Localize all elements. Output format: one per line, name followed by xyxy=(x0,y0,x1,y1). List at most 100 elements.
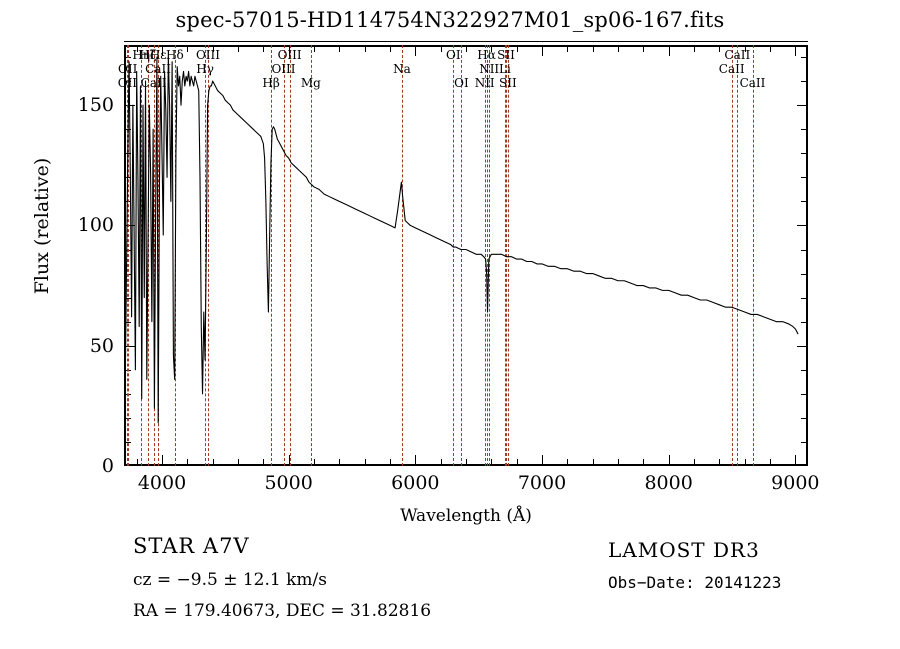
spectral-line-label: OIII xyxy=(271,62,296,76)
spectral-line-marker xyxy=(489,45,491,466)
spectral-line-marker xyxy=(271,45,273,466)
spectral-line-marker xyxy=(310,45,313,466)
x-minor-tick-top xyxy=(491,45,493,52)
spectral-line-label: NII xyxy=(474,76,495,90)
x-minor-tick xyxy=(187,459,189,466)
y-minor-tick-right xyxy=(801,441,808,443)
x-minor-tick xyxy=(212,459,214,466)
y-minor-tick-right xyxy=(801,57,808,58)
x-minor-tick xyxy=(592,459,594,466)
x-minor-tick-top xyxy=(314,45,315,52)
x-minor-tick xyxy=(694,459,695,466)
spectral-line-label: CaII xyxy=(145,62,172,76)
y-minor-tick-right xyxy=(801,321,808,323)
spectral-line-label: SII xyxy=(499,76,517,90)
x-minor-tick-top xyxy=(694,45,695,52)
spectral-line-marker xyxy=(484,45,487,466)
x-minor-tick-top xyxy=(136,45,138,52)
x-minor-tick xyxy=(744,459,746,466)
plot-area: OII OII CaII CaII Hη Hζ Hε Hδ Hγ OIII Hβ OIII OIII Mg… xyxy=(118,45,808,466)
spectral-line-label: OIII xyxy=(277,48,302,62)
x-major-tick-top xyxy=(162,45,163,56)
spectral-line-label: OI xyxy=(446,48,461,62)
spectral-line-label: Hε xyxy=(149,48,167,62)
x-minor-tick-top xyxy=(770,45,771,52)
spectrum-curve xyxy=(124,56,799,466)
x-minor-tick-top xyxy=(238,45,239,52)
spectral-line-marker xyxy=(486,45,489,466)
y-minor-tick-right xyxy=(801,153,808,155)
x-minor-tick xyxy=(491,459,493,466)
x-minor-tick-top xyxy=(719,45,721,52)
x-minor-tick xyxy=(238,459,239,466)
spectral-line-marker xyxy=(127,45,130,466)
x-minor-tick xyxy=(719,459,721,466)
x-major-tick-top xyxy=(668,45,670,56)
y-major-tick xyxy=(124,345,135,347)
spectral-line-marker xyxy=(506,45,508,466)
spectral-line-marker xyxy=(504,45,507,466)
spectral-line-label: CaII xyxy=(724,48,751,62)
x-axis-title: Wavelength (Å) xyxy=(400,506,532,526)
spectral-line-marker xyxy=(752,45,755,466)
x-minor-tick xyxy=(339,459,341,466)
x-major-tick xyxy=(415,455,417,466)
spectral-line-marker xyxy=(283,45,286,466)
x-minor-tick-top xyxy=(643,45,645,52)
y-major-tick-right xyxy=(797,105,808,107)
y-minor-tick-right xyxy=(801,201,808,203)
x-major-tick-top xyxy=(795,45,797,56)
y-tick-label: 50 xyxy=(89,334,114,357)
y-major-tick xyxy=(124,225,135,227)
y-tick-label: 0 xyxy=(101,455,114,477)
redshift-velocity: cz = −9.5 ± 12.1 km/s xyxy=(133,570,327,590)
x-minor-tick xyxy=(364,459,366,466)
x-minor-tick-top xyxy=(263,45,265,52)
y-minor-tick-right xyxy=(801,129,808,131)
spectral-line-label: OIII xyxy=(195,48,221,62)
spectral-line-label: SII xyxy=(497,48,515,62)
x-minor-tick xyxy=(314,459,315,466)
spectral-line-label: CaII xyxy=(739,76,766,90)
spectral-line-marker xyxy=(205,45,207,466)
y-minor-tick-right xyxy=(801,297,808,299)
spectral-line-marker xyxy=(208,45,210,466)
x-major-tick xyxy=(288,455,290,466)
spectral-line-label: Hγ xyxy=(196,62,214,76)
x-minor-tick-top xyxy=(592,45,594,52)
x-minor-tick-top xyxy=(187,45,189,52)
x-minor-tick xyxy=(516,459,518,466)
x-tick-label: 7000 xyxy=(517,472,567,494)
x-minor-tick-top xyxy=(440,45,442,52)
x-minor-tick-top xyxy=(618,45,619,52)
y-axis-title: Flux (relative) xyxy=(31,157,53,295)
y-minor-tick-right xyxy=(801,417,808,419)
figure-title: spec-57015-HD114754N322927M01_sp06-167.f… xyxy=(175,8,725,32)
x-major-tick-top xyxy=(542,45,543,56)
x-minor-tick-top xyxy=(364,45,366,52)
spectral-line-label: Na xyxy=(393,62,411,76)
spectral-line-marker xyxy=(731,45,734,466)
object-class-and-type: STAR A7V xyxy=(133,534,250,558)
x-minor-tick xyxy=(440,459,442,466)
x-minor-tick-top xyxy=(390,45,391,52)
spectral-line-marker xyxy=(453,45,455,466)
x-tick-label: 4000 xyxy=(137,472,187,494)
spectral-line-label: OII xyxy=(117,76,138,90)
spectral-line-marker xyxy=(289,45,292,466)
y-minor-tick-right xyxy=(801,249,808,251)
x-tick-label: 9000 xyxy=(771,472,820,494)
x-minor-tick xyxy=(136,459,138,466)
spectral-line-marker xyxy=(507,45,510,466)
x-major-tick xyxy=(795,455,797,466)
y-major-tick-right xyxy=(797,345,808,347)
y-minor-tick-right xyxy=(801,369,808,371)
x-tick-label: 6000 xyxy=(391,472,440,494)
y-tick-label: 100 xyxy=(77,214,114,237)
x-major-tick xyxy=(162,455,163,466)
x-major-tick xyxy=(542,455,543,466)
y-minor-tick-right xyxy=(801,177,808,179)
x-minor-tick-top xyxy=(744,45,746,52)
x-minor-tick xyxy=(770,459,771,466)
x-minor-tick-top xyxy=(466,45,467,52)
